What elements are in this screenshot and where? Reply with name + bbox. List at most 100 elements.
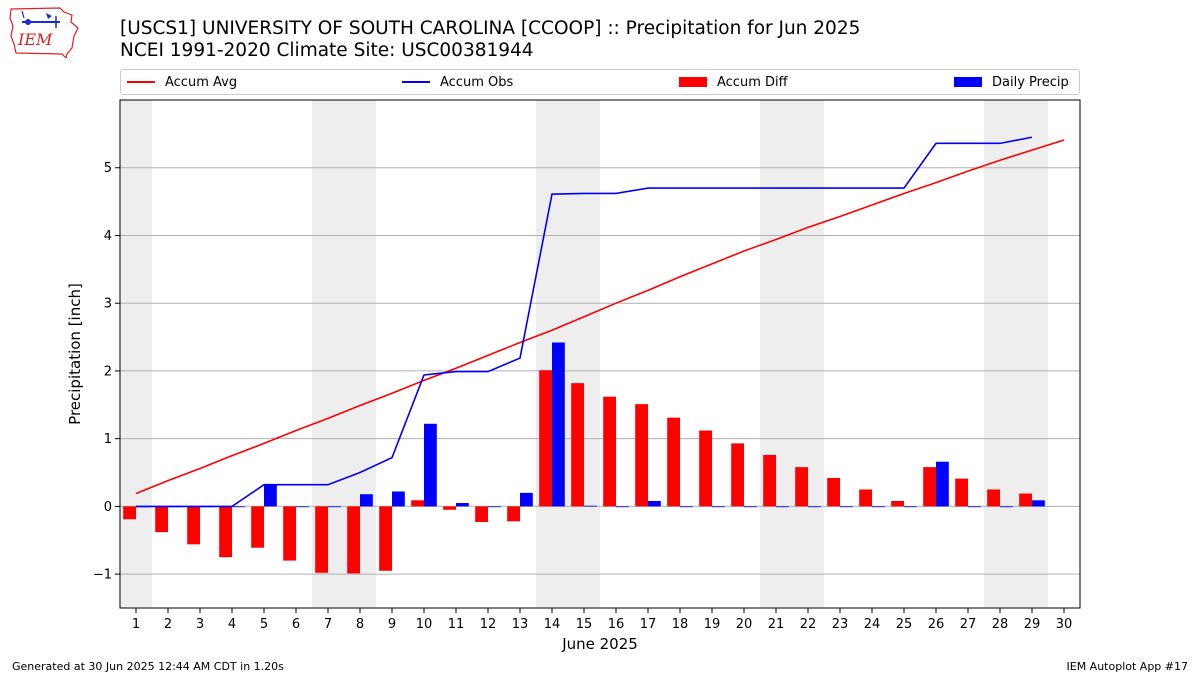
daily-precip-bar — [648, 500, 661, 507]
x-tick-label: 26 — [928, 617, 945, 632]
x-tick-label: 13 — [512, 617, 529, 632]
accum-diff-bar — [475, 506, 488, 522]
weekend-band — [984, 100, 1048, 608]
accum-diff-bar — [827, 477, 840, 507]
daily-precip-bar — [616, 506, 629, 508]
daily-precip-bar — [296, 506, 309, 508]
accum-diff-bar — [635, 404, 648, 507]
accum-diff-bar — [539, 370, 552, 507]
x-tick-label: 30 — [1056, 617, 1073, 632]
y-tick-label: 5 — [104, 161, 112, 176]
accum-diff-bar — [955, 478, 968, 507]
accum-diff-bar — [379, 506, 392, 571]
daily-precip-bar — [360, 494, 373, 507]
x-tick-label: 17 — [640, 617, 657, 632]
accum-diff-bar — [699, 430, 712, 507]
daily-precip-bar — [520, 492, 533, 507]
y-axis-label: Precipitation [inch] — [66, 283, 84, 425]
y-axis-ticks: −1 0 1 2 3 4 5 — [93, 161, 120, 583]
weekend-band — [120, 100, 152, 608]
accum-diff-bar — [667, 417, 680, 507]
logo-text: IEM — [17, 30, 53, 49]
weekend-band — [760, 100, 824, 608]
daily-precip-bar — [808, 506, 821, 508]
x-tick-label: 14 — [544, 617, 561, 632]
x-tick-label: 5 — [260, 617, 268, 632]
legend-label-accum-diff: Accum Diff — [717, 75, 788, 90]
app-credit: IEM Autoplot App #17 — [1066, 660, 1189, 673]
x-tick-label: 22 — [800, 617, 817, 632]
weekend-band — [536, 100, 600, 608]
daily-precip-bar — [904, 506, 917, 508]
legend-item-daily-precip: Daily Precip — [954, 74, 1069, 92]
x-tick-label: 20 — [736, 617, 753, 632]
legend-item-accum-avg: Accum Avg — [127, 74, 237, 92]
daily-precip-bar — [936, 461, 949, 507]
x-tick-label: 29 — [1024, 617, 1041, 632]
legend-label-accum-obs: Accum Obs — [440, 75, 514, 90]
legend-swatch-daily-precip — [954, 76, 982, 87]
accum-avg-line — [135, 139, 1065, 495]
daily-precip-bar — [456, 503, 469, 507]
accum-diff-bar — [187, 506, 200, 545]
daily-precip-bar — [392, 491, 405, 507]
gridlines — [120, 167, 1080, 575]
accum-diff-bar — [315, 506, 328, 573]
daily-precip-bar — [232, 506, 245, 508]
x-tick-label: 11 — [448, 617, 465, 632]
accum-diff-bar — [123, 506, 136, 520]
legend-label-daily-precip: Daily Precip — [992, 75, 1069, 90]
weekend-shading — [120, 100, 1048, 608]
daily-precip-bar — [552, 342, 565, 507]
x-tick-label: 8 — [356, 617, 364, 632]
y-tick-label: 2 — [104, 364, 112, 379]
x-tick-label: 1 — [132, 617, 140, 632]
generated-timestamp: Generated at 30 Jun 2025 12:44 AM CDT in… — [12, 660, 284, 673]
daily-precip-bar — [488, 506, 501, 508]
accum-diff-bar — [283, 506, 296, 561]
x-tick-label: 25 — [896, 617, 913, 632]
accum-diff-bars — [123, 370, 1032, 574]
x-tick-label: 15 — [576, 617, 593, 632]
daily-precip-bar — [712, 506, 725, 508]
legend-item-accum-diff: Accum Diff — [679, 74, 788, 92]
x-tick-label: 10 — [416, 617, 433, 632]
y-tick-label: 3 — [104, 297, 112, 312]
daily-precip-bar — [872, 506, 885, 508]
daily-precip-bar — [680, 506, 693, 508]
plot-frame — [119, 99, 1081, 609]
daily-precip-bar — [1032, 500, 1045, 507]
y-tick-label: 4 — [104, 229, 112, 244]
x-tick-label: 27 — [960, 617, 977, 632]
daily-precip-bar — [968, 506, 981, 508]
x-tick-label: 12 — [480, 617, 497, 632]
x-tick-label: 6 — [292, 617, 300, 632]
x-axis-label: June 2025 — [561, 635, 638, 653]
daily-precip-bar — [584, 505, 597, 507]
x-tick-label: 28 — [992, 617, 1009, 632]
y-tick-label: 1 — [104, 432, 112, 447]
legend-swatch-accum-diff — [679, 76, 707, 87]
accum-lines — [135, 136, 1065, 508]
legend-swatch-accum-avg — [127, 80, 155, 83]
legend-swatch-accum-obs — [402, 80, 430, 83]
accum-diff-bar — [891, 500, 904, 507]
accum-diff-bar — [411, 500, 424, 507]
x-tick-label: 18 — [672, 617, 689, 632]
daily-precip-bar — [744, 506, 757, 508]
daily-precip-bars — [136, 342, 1045, 508]
accum-diff-bar — [923, 467, 936, 507]
y-tick-label: −1 — [93, 568, 112, 583]
daily-precip-bar — [1000, 506, 1013, 508]
daily-precip-bar — [328, 506, 341, 508]
accum-diff-bar — [251, 506, 264, 548]
x-tick-label: 7 — [324, 617, 332, 632]
accum-diff-bar — [795, 467, 808, 507]
legend-item-accum-obs: Accum Obs — [402, 74, 513, 92]
accum-diff-bar — [507, 506, 520, 522]
x-tick-label: 23 — [832, 617, 849, 632]
x-axis-ticks: 1 2 3 4 5 6 7 8 9 10 11 12 13 14 15 16 17 18 19 20 21 22 23 24 2… — [132, 608, 1072, 632]
accum-diff-bar — [155, 506, 168, 533]
legend-label-accum-avg: Accum Avg — [165, 75, 238, 90]
